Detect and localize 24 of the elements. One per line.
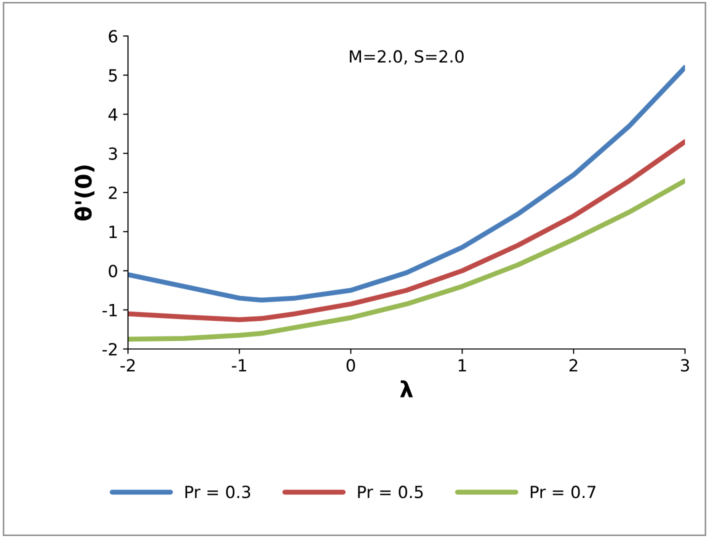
legend-label: Pr = 0.3 <box>185 486 250 498</box>
y-tick-label: 3 <box>108 147 117 160</box>
x-tick-label: 0 <box>346 359 355 372</box>
x-tick-label: 2 <box>570 359 578 372</box>
y-tick-label: -2 <box>102 342 117 356</box>
x-axis-title: λ <box>400 380 413 398</box>
y-tick-label: 6 <box>108 30 118 43</box>
y-tick-label: 4 <box>108 108 118 121</box>
legend-label: Pr = 0.7 <box>530 486 596 498</box>
y-tick-label: -1 <box>102 304 117 316</box>
x-tick-label: 3 <box>680 359 689 372</box>
x-tick-label: -1 <box>232 359 246 372</box>
line-series <box>128 139 685 322</box>
y-tick-label: 5 <box>108 69 117 82</box>
line-series <box>128 64 685 303</box>
annotation: M=2.0, S=2.0 <box>350 50 464 64</box>
y-axis-title: θ'(0) <box>74 165 94 220</box>
y-tick-label: 2 <box>108 186 117 199</box>
line-series <box>128 178 685 342</box>
y-tick-label: 1 <box>110 226 117 238</box>
legend-label: Pr = 0.5 <box>358 486 423 498</box>
x-tick-label: -2 <box>120 359 135 372</box>
y-tick-label: 0 <box>108 264 118 278</box>
x-tick-label: 1 <box>458 359 466 372</box>
